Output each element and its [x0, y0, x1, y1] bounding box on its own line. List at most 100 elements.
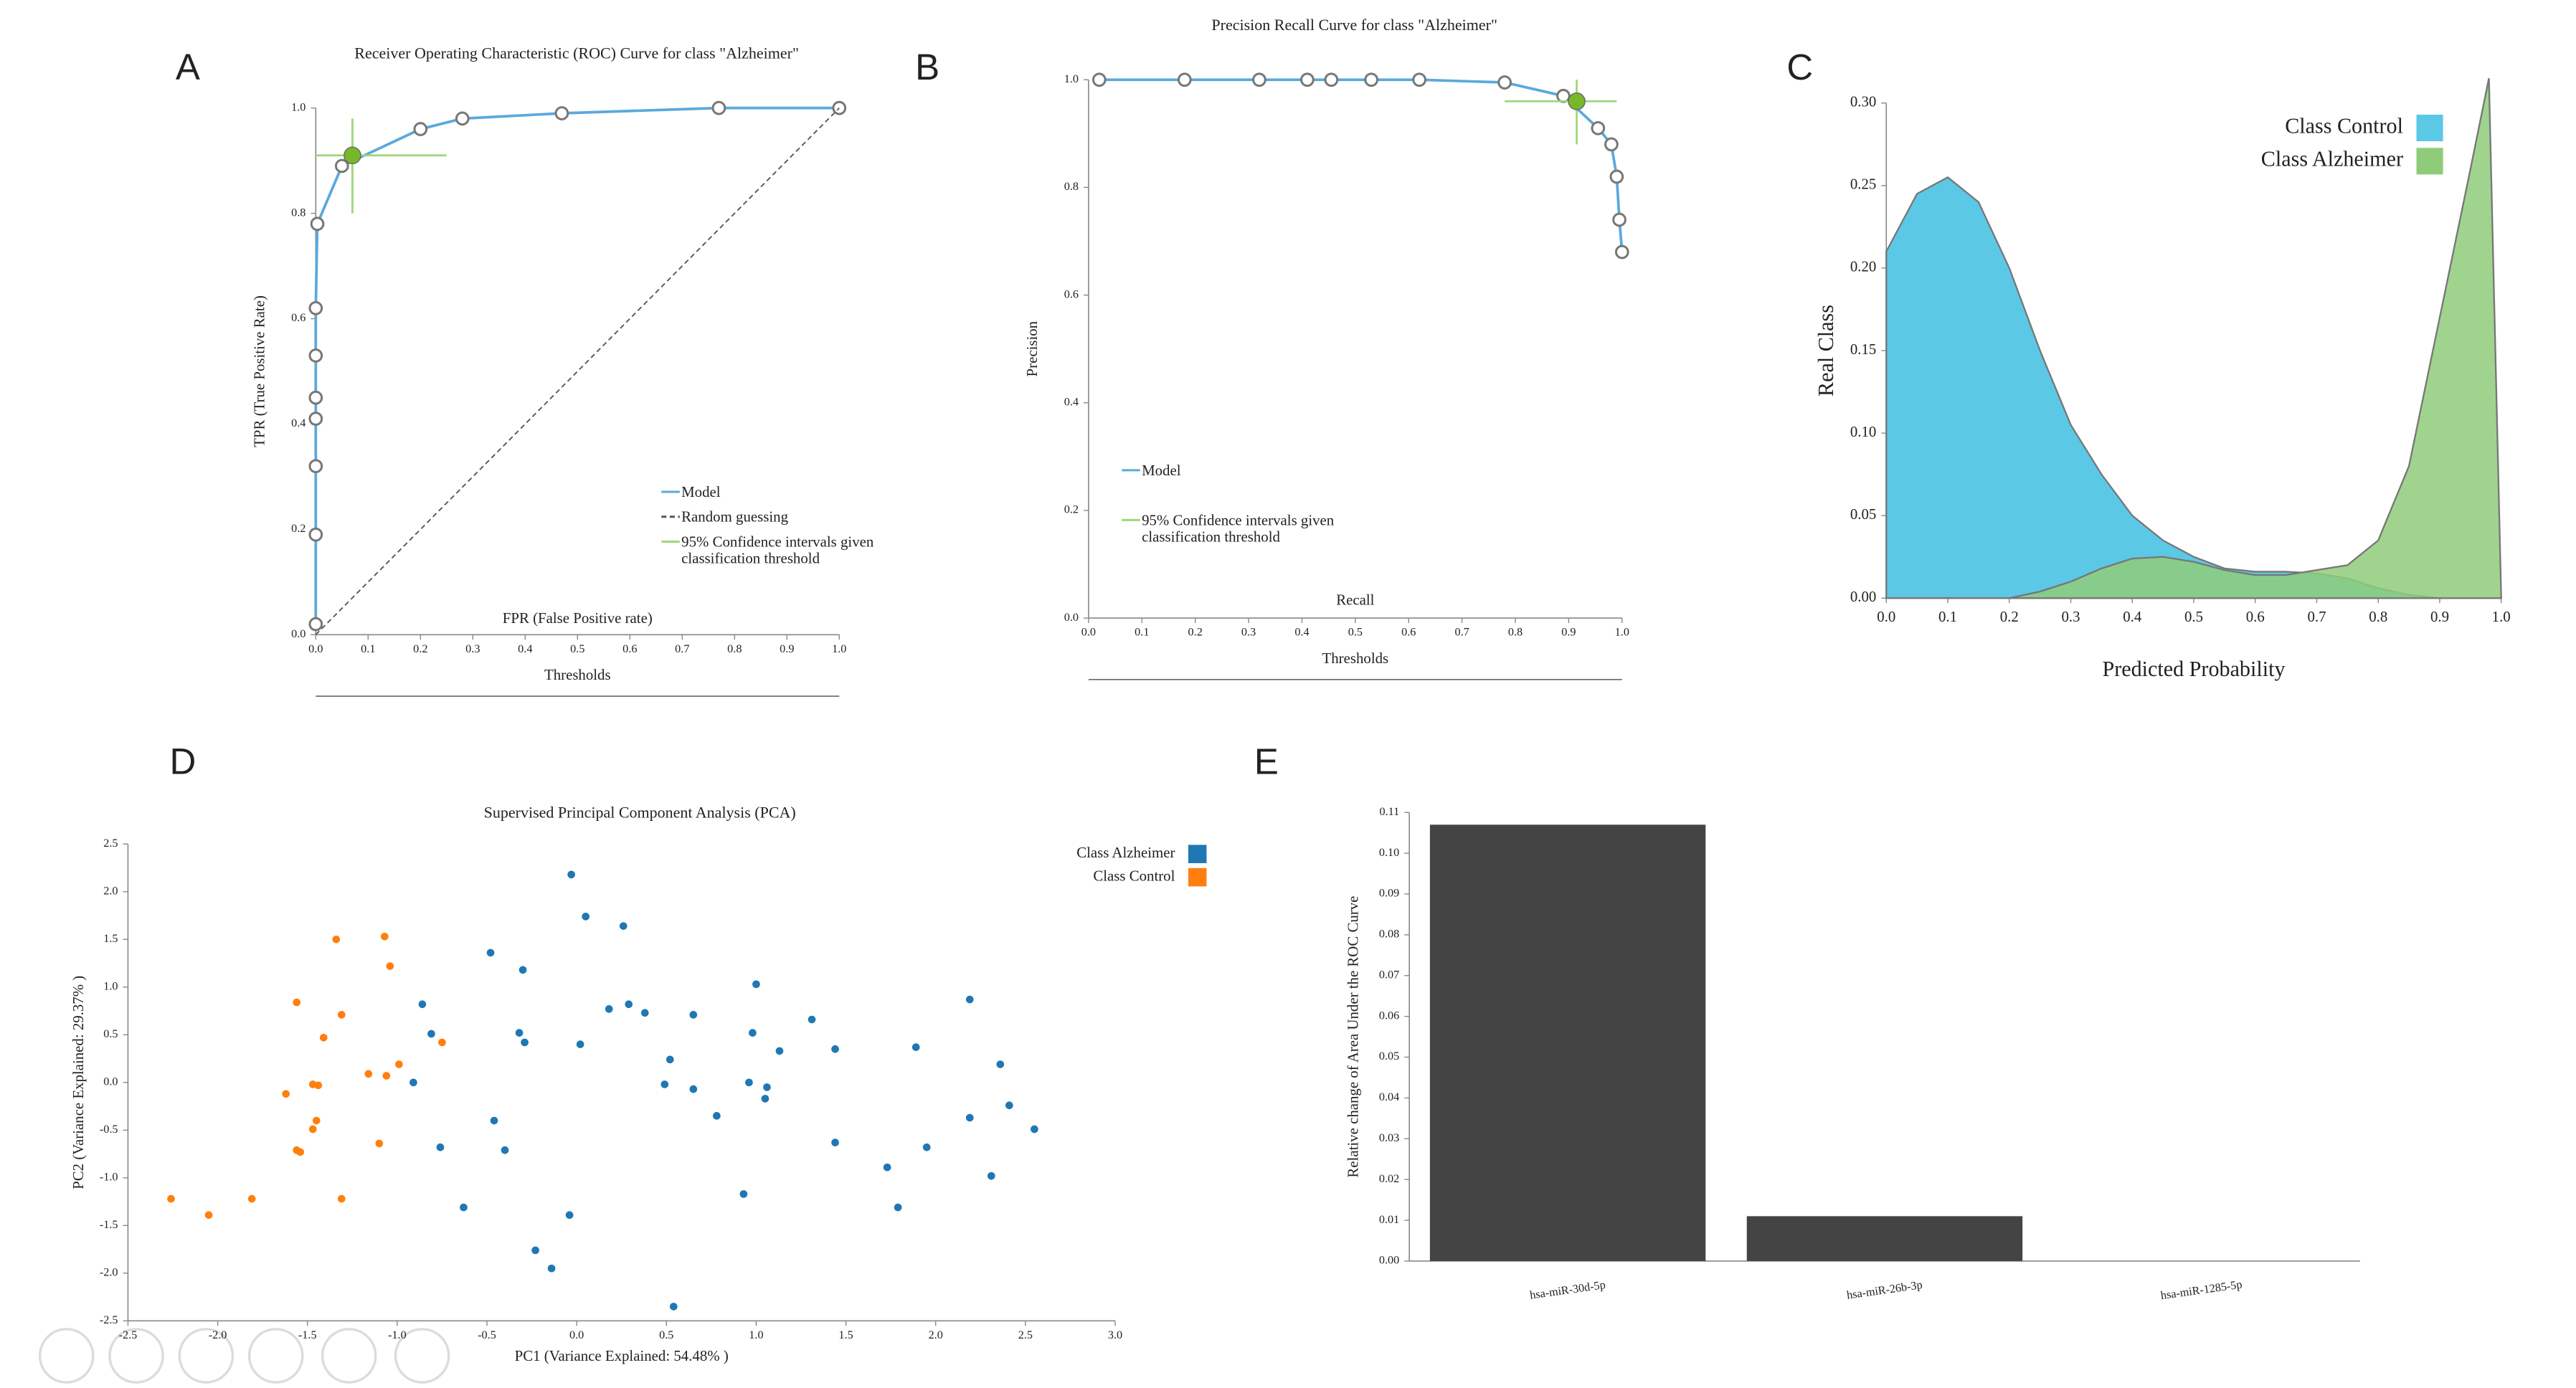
y-tick-label: 0.4	[291, 417, 306, 429]
scatter-point	[605, 1005, 613, 1013]
x-tick-label: 0.0	[1877, 608, 1895, 625]
toolbar-button[interactable]	[108, 1328, 164, 1384]
density-area	[1886, 77, 2502, 599]
y-tick-label: 1.0	[103, 980, 118, 993]
y-tick-label: 0.8	[291, 206, 306, 219]
x-tick-label: 0.5	[2184, 608, 2203, 625]
scatter-point	[775, 1047, 784, 1055]
panel: E Relative change of Area Under the ROC C…	[1254, 741, 2360, 1302]
scatter-point	[314, 1081, 323, 1090]
panel: C Predicted Probability Real Class 0.00 0.05…	[1786, 47, 2510, 681]
toolbar-button[interactable]	[178, 1328, 235, 1384]
scatter-point	[381, 932, 389, 941]
legend-entry: 95% Confidence intervals given classific…	[681, 533, 873, 566]
y-tick-label: 2.5	[103, 837, 118, 850]
y-tick-label: -2.0	[100, 1266, 118, 1279]
toolbar-button[interactable]	[247, 1328, 304, 1384]
y-tick-label: 0.4	[1064, 395, 1079, 408]
toolbar-button[interactable]	[38, 1328, 95, 1384]
y-tick-label: 0.01	[1379, 1213, 1399, 1226]
y-tick-label: 0.10	[1850, 423, 1876, 440]
y-tick-label: 1.5	[103, 932, 118, 945]
legend-label: Class Alzheimer	[1076, 844, 1175, 861]
x-tick-label: 0.4	[2123, 608, 2142, 625]
panel-letter: C	[1786, 47, 1813, 87]
y-tick-label: 1.0	[1064, 72, 1079, 85]
scatter-point	[364, 1070, 373, 1078]
scatter-point	[987, 1171, 995, 1180]
y-axis-label: Real Class	[1814, 305, 1838, 396]
panel: B Precision Recall Curve for class "Alzhe…	[915, 16, 1629, 680]
curve-point	[310, 217, 325, 232]
y-tick-label: 1.0	[291, 100, 306, 113]
curve-point	[1252, 72, 1266, 87]
x-tick-label: -0.5	[478, 1328, 496, 1341]
toolbar-button[interactable]	[321, 1328, 377, 1384]
y-axis-label: TPR (True Positive Rate)	[251, 295, 268, 447]
scatter-point	[247, 1194, 256, 1203]
scatter-point	[666, 1055, 674, 1064]
legend-swatch	[1188, 868, 1207, 887]
y-tick-label: 0.0	[291, 627, 306, 640]
panel-letter: D	[170, 741, 196, 781]
curve-point	[308, 412, 323, 426]
scatter-point	[427, 1030, 435, 1038]
scatter-point	[660, 1080, 669, 1088]
y-tick-label: 0.2	[291, 522, 306, 535]
x-tick-label: 3.0	[1108, 1328, 1122, 1341]
scatter-point	[409, 1078, 417, 1087]
x-tick-label: 0.8	[727, 642, 742, 655]
toolbar-button[interactable]	[394, 1328, 450, 1384]
scatter-point	[1005, 1101, 1013, 1110]
y-tick-label: 0.0	[103, 1075, 118, 1088]
scatter-point	[167, 1194, 175, 1203]
x-tick-label: 0.6	[622, 642, 637, 655]
x-tick-label: -1.5	[298, 1328, 317, 1341]
legend-swatch	[2416, 148, 2443, 175]
secondary-axis-label: Thresholds	[1322, 650, 1389, 667]
scatter-point	[996, 1060, 1005, 1068]
legend-swatch	[2416, 114, 2443, 141]
scatter-point	[567, 870, 575, 879]
curve-point	[711, 100, 726, 115]
scatter-point	[204, 1211, 213, 1220]
curve-point	[455, 111, 470, 126]
panel: D Supervised Principal Component Analysis…	[70, 741, 1207, 1364]
scatter-point	[763, 1083, 771, 1091]
curve-point	[308, 617, 323, 632]
x-tick-label: 0.0	[569, 1328, 584, 1341]
scatter-point	[521, 1038, 529, 1047]
scatter-point	[293, 998, 301, 1007]
scatter-point	[761, 1095, 770, 1103]
scatter-point	[576, 1040, 584, 1048]
scatter-point	[831, 1045, 839, 1053]
scatter-point	[438, 1038, 446, 1047]
scatter-point	[582, 913, 589, 921]
scatter-point	[337, 1194, 346, 1203]
legend-entry: Model	[1142, 461, 1180, 477]
legend-entry: Random guessing	[681, 508, 788, 524]
scatter-point	[739, 1190, 748, 1198]
bar	[1746, 1216, 2023, 1261]
x-tick-label: 0.5	[570, 642, 584, 655]
legend-entry: Model	[681, 483, 720, 499]
y-axis-label: Precision	[1023, 320, 1041, 376]
scatter-point	[619, 922, 628, 930]
curve-point	[308, 527, 323, 542]
x-axis-label: Recall	[1336, 591, 1374, 609]
x-tick-label: 0.8	[2369, 608, 2387, 625]
scatter-point	[669, 1303, 678, 1311]
scatter-point	[831, 1139, 839, 1146]
curve-point	[1364, 72, 1379, 87]
curve-point	[308, 300, 323, 315]
y-tick-label: 0.25	[1850, 176, 1876, 193]
x-tick-label: 0.2	[413, 642, 427, 655]
curve-point	[1614, 244, 1629, 260]
legend-swatch	[1188, 845, 1207, 863]
curve-point	[1591, 120, 1606, 136]
panel-letter: B	[915, 47, 939, 87]
chart-title: Receiver Operating Characteristic (ROC) …	[354, 44, 799, 62]
x-tick-label: 1.0	[832, 642, 846, 655]
curve-point	[1177, 72, 1192, 87]
